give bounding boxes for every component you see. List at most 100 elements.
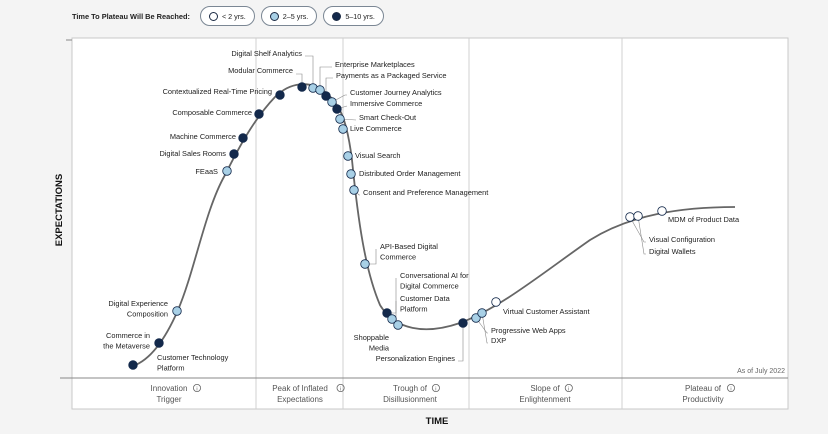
- innovation-point[interactable]: [229, 149, 239, 159]
- innovation-point[interactable]: [471, 313, 481, 323]
- innovation-point[interactable]: [275, 90, 285, 100]
- innovation-label: Visual Search: [355, 151, 400, 160]
- innovation-label: Enterprise Marketplaces: [335, 60, 415, 69]
- innovation-point[interactable]: [360, 259, 370, 269]
- innovation-point[interactable]: [491, 297, 501, 307]
- innovation-label: Commerce: [380, 253, 416, 262]
- innovation-label: Live Commerce: [350, 124, 402, 133]
- innovation-point[interactable]: [338, 124, 348, 134]
- plot-area: [71, 37, 789, 410]
- innovation-point[interactable]: [327, 97, 337, 107]
- phase-label: Innovation: [151, 384, 188, 393]
- leader-line: [475, 317, 488, 334]
- innovation-label: Digital Sales Rooms: [159, 149, 226, 158]
- innovation-point[interactable]: [254, 109, 264, 119]
- info-icon-glyph: i: [340, 386, 341, 392]
- innovation-point[interactable]: [238, 133, 248, 143]
- legend-dot-5to10: [332, 11, 342, 21]
- innovation-labels: Customer Technology Platform Commerce in th…: [103, 49, 740, 373]
- innovation-label: Personalization Engines: [376, 354, 456, 363]
- innovation-label: Digital Experience: [108, 299, 168, 308]
- phase-labels: Innovation Trigger i Peak of Inflated Expect…: [151, 383, 736, 404]
- innovation-label: Smart Check-Out: [359, 113, 416, 122]
- info-icon-glyph: i: [435, 386, 436, 392]
- leader-lines: [296, 55, 646, 362]
- innovation-label: Digital Wallets: [649, 247, 696, 256]
- innovation-label: Digital Shelf Analytics: [231, 49, 302, 58]
- innovation-point[interactable]: [343, 151, 353, 161]
- innovation-label: Customer Technology: [157, 353, 229, 362]
- leader-line: [481, 312, 488, 344]
- legend-label-lt2: < 2 yrs.: [221, 11, 246, 21]
- innovation-label: Modular Commerce: [228, 66, 293, 75]
- innovation-point[interactable]: [332, 104, 342, 114]
- info-icon-glyph: i: [730, 386, 731, 392]
- phase-label: Trough of: [393, 384, 428, 393]
- legend-filter-2to5[interactable]: 2–5 yrs.: [260, 6, 318, 26]
- phase-label: Disillusionment: [383, 395, 438, 404]
- info-icon[interactable]: [727, 383, 736, 392]
- innovation-point[interactable]: [222, 166, 232, 176]
- phase-label: Enlightenment: [519, 395, 571, 404]
- x-axis-title: TIME: [426, 416, 449, 427]
- innovation-label: Platform: [157, 364, 185, 373]
- innovation-point[interactable]: [335, 114, 345, 124]
- info-icon-glyph: i: [568, 386, 569, 392]
- info-icon[interactable]: [192, 383, 201, 392]
- innovation-label: Composition: [127, 310, 168, 319]
- leader-line: [331, 94, 347, 103]
- phase-label: Productivity: [682, 395, 723, 404]
- legend-filter-lt2[interactable]: < 2 yrs.: [199, 6, 255, 26]
- innovation-point[interactable]: [297, 82, 307, 92]
- innovation-label: Visual Configuration: [649, 235, 715, 244]
- legend-dot-2to5: [269, 11, 279, 21]
- innovation-point[interactable]: [128, 360, 138, 370]
- leader-line: [319, 66, 332, 90]
- innovation-point[interactable]: [346, 169, 356, 179]
- innovation-label: Shoppable: [354, 333, 389, 342]
- innovation-label: FEaaS: [195, 167, 218, 176]
- innovation-label: Immersive Commerce: [350, 99, 422, 108]
- innovation-point[interactable]: [458, 318, 468, 328]
- legend-filter-5to10[interactable]: 5–10 yrs.: [323, 6, 384, 26]
- leader-line: [325, 77, 333, 96]
- innovation-label: Payments as a Packaged Service: [336, 71, 447, 80]
- leader-line: [637, 215, 646, 255]
- innovation-point[interactable]: [477, 308, 487, 318]
- legend-dot-lt2: [208, 11, 218, 21]
- innovation-label: MDM of Product Data: [668, 215, 740, 224]
- legend-label-5to10: 5–10 yrs.: [345, 11, 375, 21]
- innovation-point[interactable]: [633, 211, 643, 221]
- innovation-point[interactable]: [315, 85, 325, 95]
- innovation-point[interactable]: [382, 308, 392, 318]
- info-icon[interactable]: [564, 383, 573, 392]
- legend-title: Time To Plateau Will Be Reached:: [72, 11, 190, 21]
- y-axis-title: EXPECTATIONS: [54, 174, 65, 247]
- phase-label: Peak of Inflated: [272, 384, 328, 393]
- innovation-point[interactable]: [393, 320, 403, 330]
- innovation-point[interactable]: [321, 91, 331, 101]
- phase-label: Slope of: [530, 384, 560, 393]
- innovation-label: Machine Commerce: [170, 132, 236, 141]
- innovation-label: Composable Commerce: [172, 108, 252, 117]
- innovation-label: Commerce in: [106, 331, 150, 340]
- innovation-point[interactable]: [657, 206, 667, 216]
- info-icon[interactable]: [431, 383, 440, 392]
- innovation-point[interactable]: [154, 338, 164, 348]
- leader-line: [458, 323, 464, 362]
- innovation-label: Conversational AI for: [400, 271, 469, 280]
- innovation-label: Media: [369, 344, 390, 353]
- innovation-point[interactable]: [387, 314, 397, 324]
- info-icon[interactable]: [336, 383, 345, 392]
- leader-line: [629, 216, 646, 243]
- phase-label: Expectations: [277, 395, 323, 404]
- innovation-label: Consent and Preference Management: [363, 188, 488, 197]
- innovation-point[interactable]: [625, 212, 635, 222]
- legend: Time To Plateau Will Be Reached: < 2 yrs…: [72, 6, 384, 26]
- hype-curve: [132, 83, 736, 367]
- innovation-label: the Metaverse: [103, 342, 150, 351]
- innovation-point[interactable]: [349, 185, 359, 195]
- innovation-point[interactable]: [172, 306, 182, 316]
- innovation-points: [128, 82, 667, 370]
